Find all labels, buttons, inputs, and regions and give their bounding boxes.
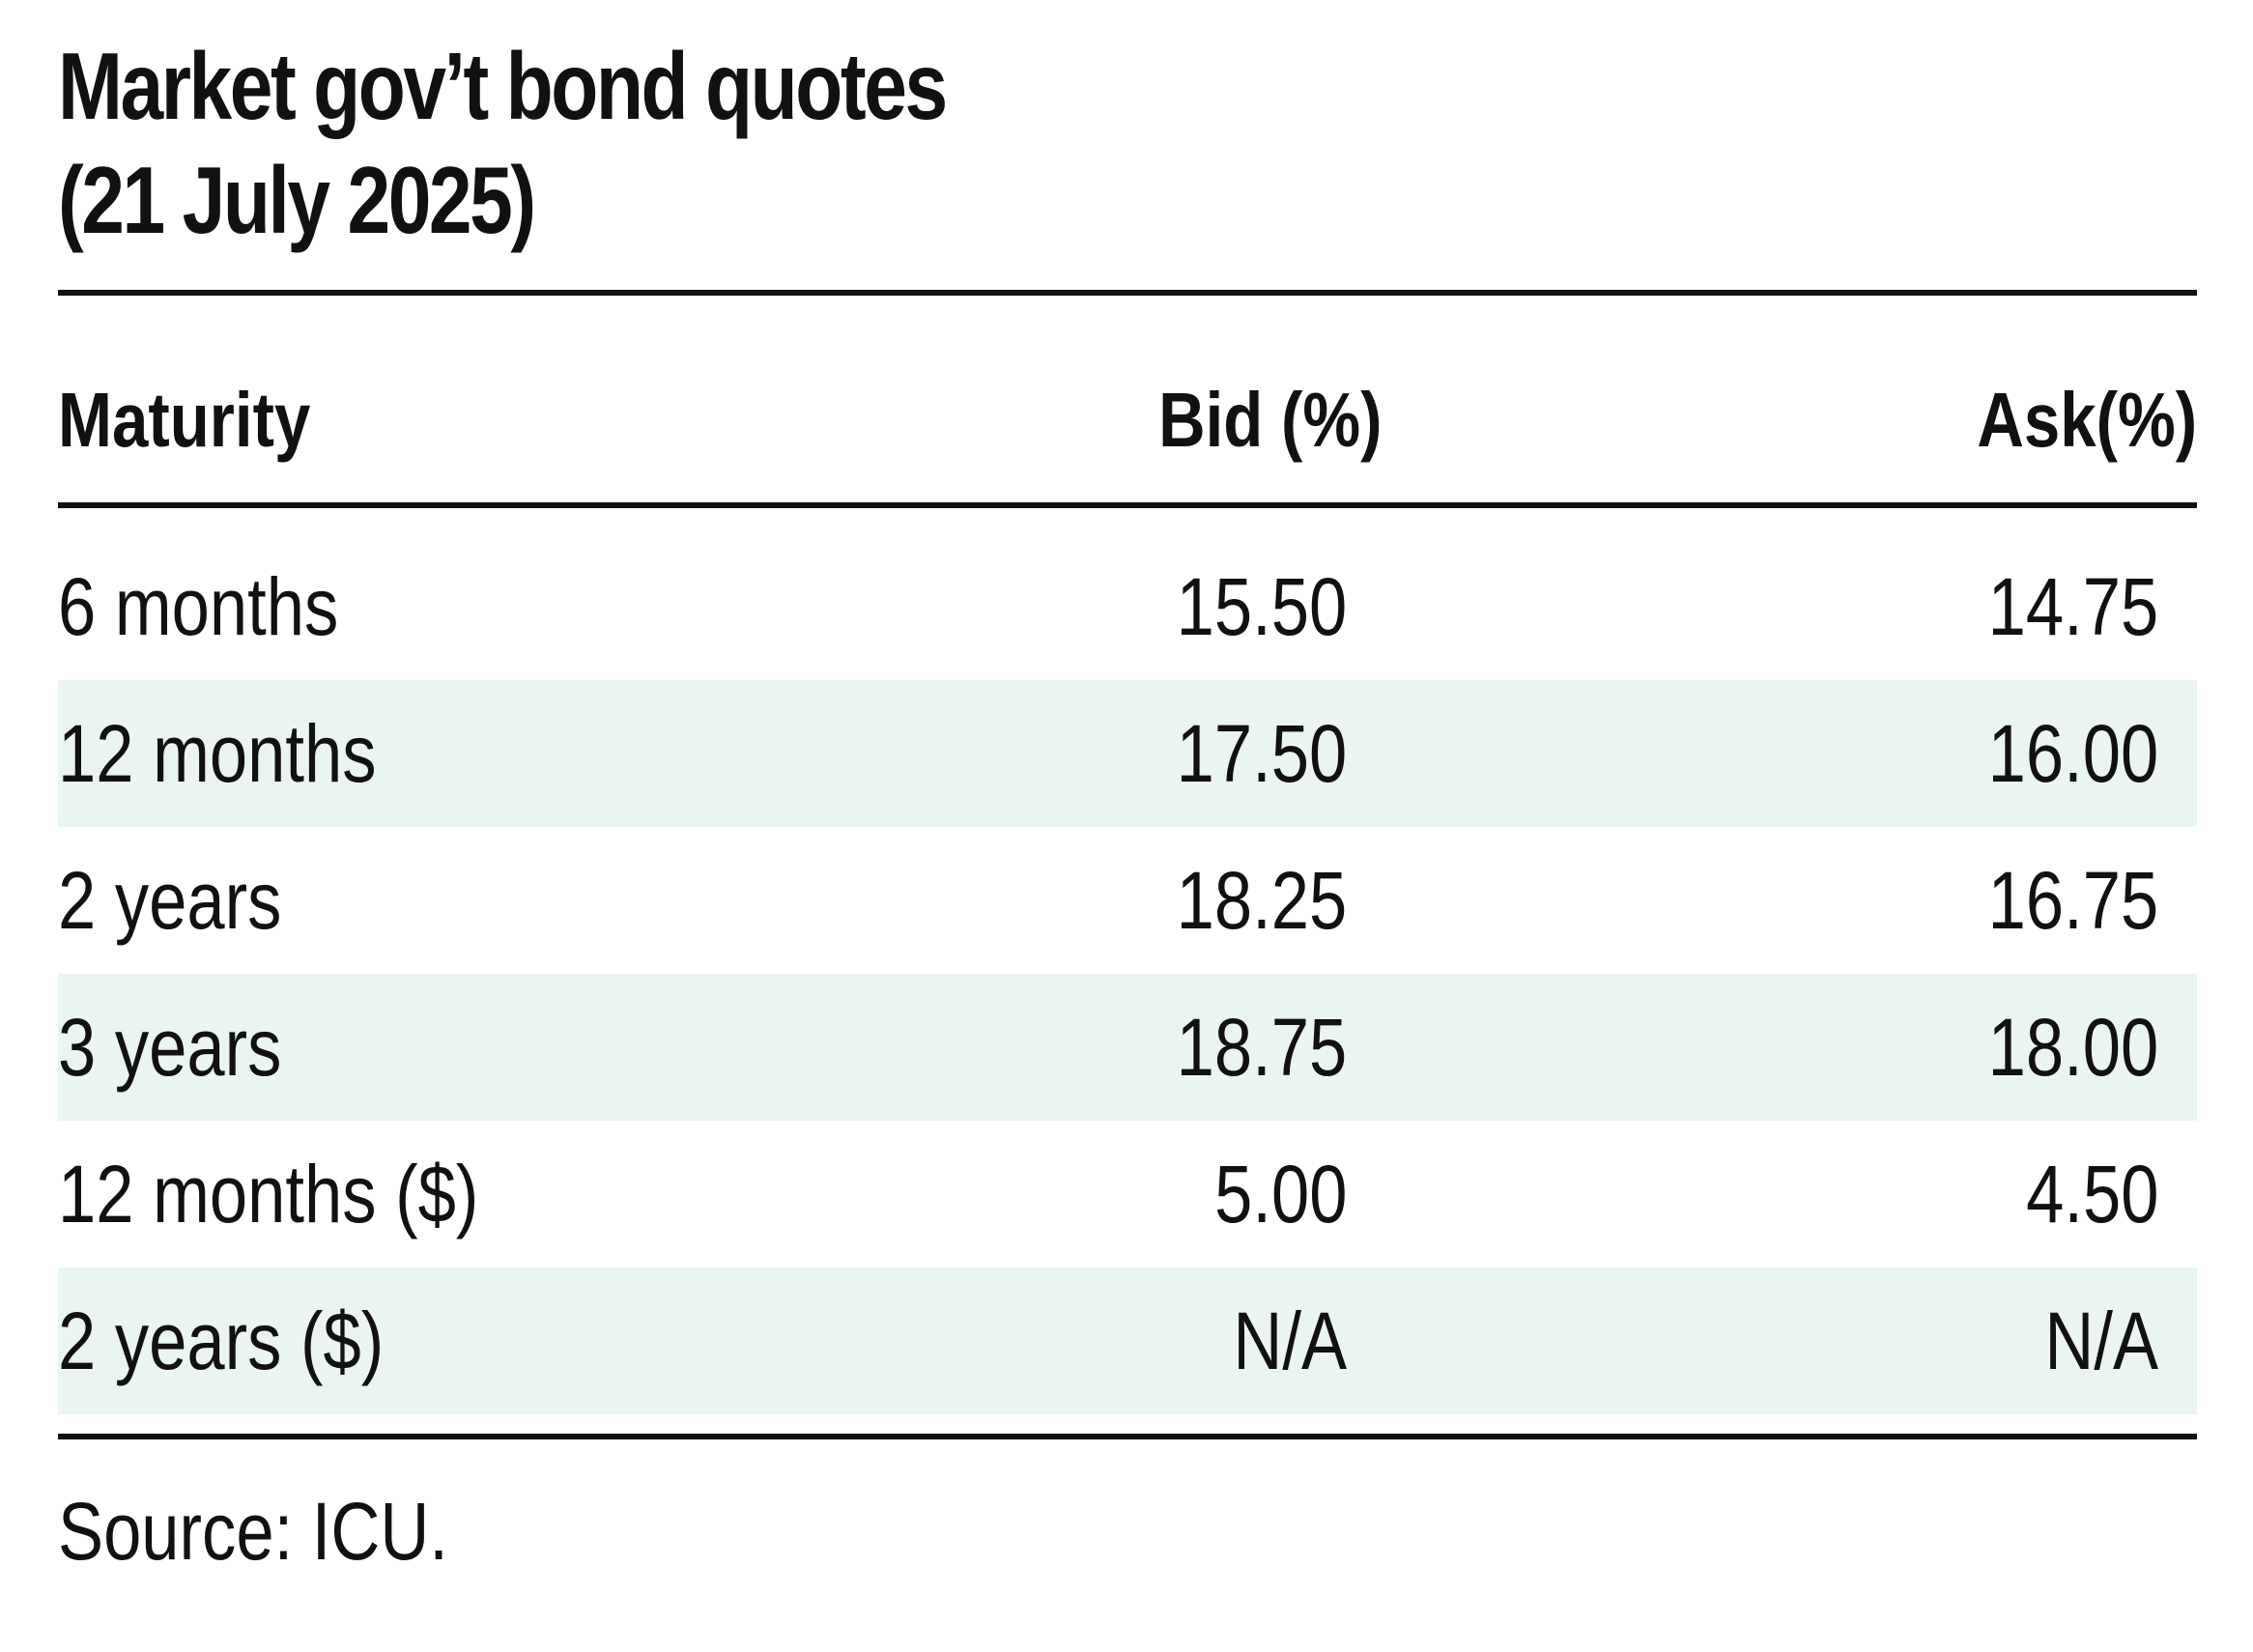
source-note: Source: ICU. [58,1486,448,1577]
maturity-cell: 6 months [58,561,339,652]
table-row: 6 months 15.50 14.75 [58,533,2197,680]
maturity-cell: 3 years [58,1002,282,1093]
header-rule [58,502,2197,508]
header-bid: Bid (%) [1158,377,1383,463]
maturity-cell: 2 years ($) [58,1296,385,1386]
bottom-rule [58,1434,2197,1439]
bid-cell: 18.75 [1176,1002,1347,1093]
maturity-cell: 12 months ($) [58,1149,479,1239]
table-row: 2 years 18.25 16.75 [58,827,2197,974]
bid-cell: 18.25 [1176,855,1347,946]
bid-cell: 15.50 [1176,561,1347,652]
table-body: 6 months 15.50 14.75 12 months 17.50 16.00 2 y… [58,533,2197,1414]
table-row: 12 months ($) 5.00 4.50 [58,1121,2197,1267]
maturity-cell: 12 months [58,708,377,799]
table-row: 12 months 17.50 16.00 [58,680,2197,827]
table-row: 2 years ($) N/A N/A [58,1267,2197,1414]
table-title: Market gov’t bond quotes (21 July 2025) [58,29,1811,257]
ask-cell: 16.00 [1987,708,2158,799]
subtitle-line: (21 July 2025) [58,147,536,253]
ask-cell: 16.75 [1987,855,2158,946]
ask-cell: 4.50 [2025,1149,2158,1239]
ask-cell: 14.75 [1987,561,2158,652]
ask-cell: N/A [2044,1296,2158,1386]
maturity-cell: 2 years [58,855,282,946]
top-rule [58,290,2197,296]
header-maturity: Maturity [58,377,311,463]
table-header: Maturity Bid (%) Ask(%) [58,357,2197,483]
bid-cell: N/A [1233,1296,1347,1386]
title-line: Market gov’t bond quotes [58,33,948,139]
table-row: 3 years 18.75 18.00 [58,974,2197,1121]
bond-quotes-figure: Market gov’t bond quotes (21 July 2025) … [58,29,2197,1577]
bid-cell: 17.50 [1176,708,1347,799]
bid-cell: 5.00 [1213,1149,1347,1239]
ask-cell: 18.00 [1987,1002,2158,1093]
header-ask: Ask(%) [1977,377,2197,463]
